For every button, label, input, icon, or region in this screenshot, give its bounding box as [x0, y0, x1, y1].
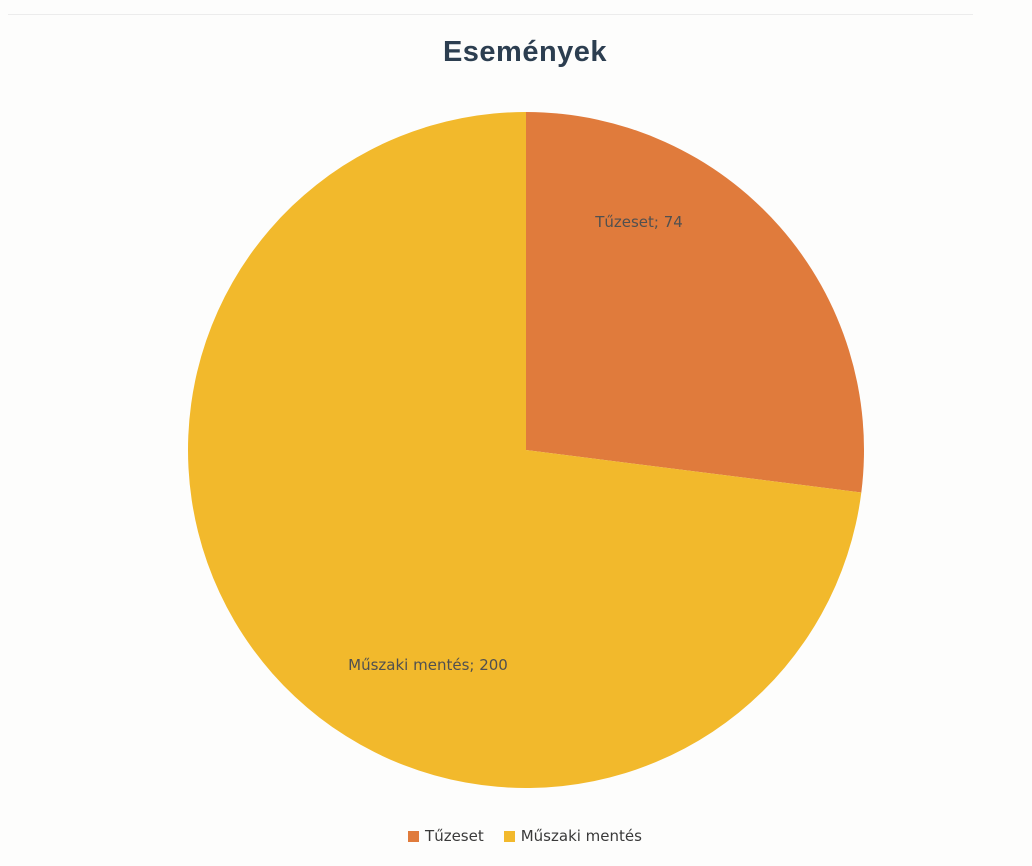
- pie-data-labels: Tűzeset; 74 Műszaki mentés; 200: [348, 213, 683, 674]
- chart-legend: Tűzeset Műszaki mentés: [0, 827, 1032, 845]
- pie-slice-tuzeset: [526, 112, 864, 493]
- pie-slice-muszaki-mentes: [188, 112, 862, 789]
- data-label-tuzeset: Tűzeset; 74: [594, 213, 683, 231]
- legend-swatch-muszaki-mentes: [503, 830, 515, 842]
- data-label-muszaki-mentes: Műszaki mentés; 200: [348, 656, 508, 674]
- legend-item-muszaki-mentes: Műszaki mentés: [503, 827, 642, 845]
- legend-swatch-tuzeset: [408, 830, 420, 842]
- top-divider: [8, 14, 973, 15]
- legend-item-tuzeset: Tűzeset: [408, 827, 484, 845]
- chart-title: Események: [442, 36, 608, 68]
- pie-slices: [188, 112, 864, 789]
- legend-label-muszaki-mentes: Műszaki mentés: [520, 827, 642, 845]
- legend-label-tuzeset: Tűzeset: [425, 827, 484, 845]
